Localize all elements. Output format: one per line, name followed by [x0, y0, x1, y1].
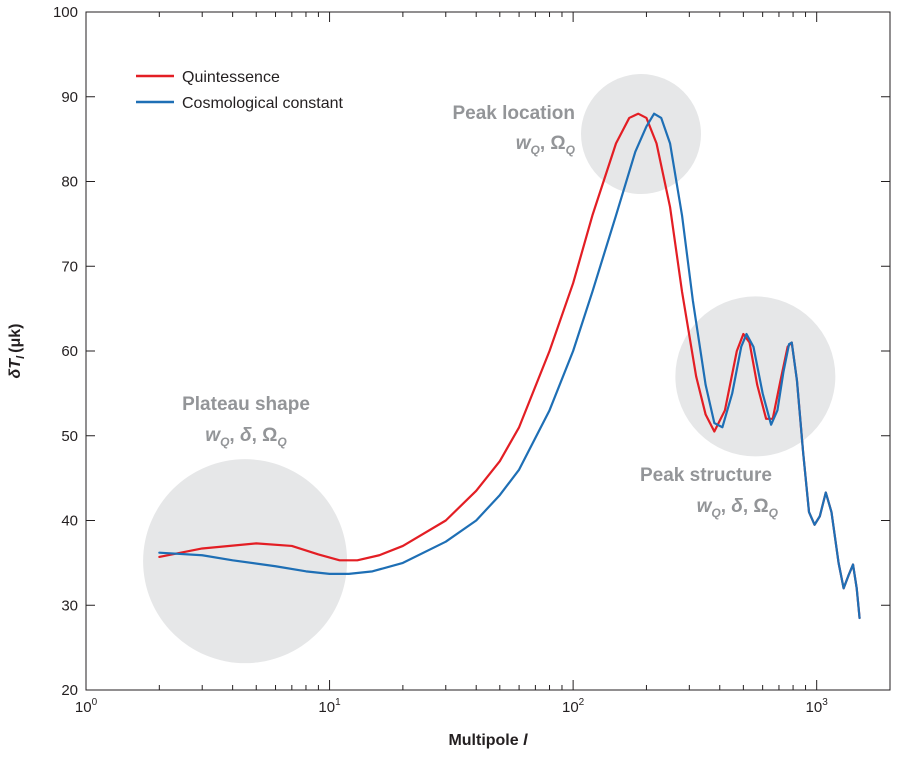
- x-tick-label: 103: [806, 697, 829, 716]
- peak-structure-params: wQ, δ, ΩQ: [697, 496, 779, 520]
- plateau-shape-params: wQ, δ, ΩQ: [205, 425, 287, 449]
- y-tick-label: 90: [61, 89, 78, 106]
- legend: Quintessence Cosmological constant: [136, 69, 344, 112]
- series-line-cosmological-constant: [158, 112, 861, 620]
- y-tick-label: 40: [61, 513, 78, 530]
- peak-structure-title: Peak structure: [640, 465, 772, 486]
- x-tick-label: 101: [318, 697, 341, 716]
- y-tick-label: 60: [61, 343, 78, 360]
- y-axis-title: δTl(μk): [7, 324, 27, 379]
- y-tick-labels: 20 30 40 50 60 70 80 90 100: [53, 4, 78, 699]
- peak-location-highlight-circle: [581, 74, 702, 195]
- peak-location-params: wQ, ΩQ: [516, 133, 576, 157]
- annotation-peak-location: Peak location wQ, ΩQ: [453, 103, 576, 157]
- plateau-shape-title: Plateau shape: [182, 394, 310, 415]
- x-tick-labels: 100 101 102 103: [75, 697, 828, 716]
- y-tick-label: 20: [61, 682, 78, 699]
- y-tick-label: 50: [61, 428, 78, 445]
- annotation-plateau: Plateau shape wQ, δ, ΩQ: [182, 394, 310, 449]
- legend-label-quintessence: Quintessence: [182, 69, 280, 86]
- highlight-regions: [143, 74, 836, 664]
- axis-ticks: [85, 11, 891, 691]
- y-tick-label: 100: [53, 4, 78, 21]
- x-tick-label: 102: [562, 697, 585, 716]
- y-tick-label: 30: [61, 597, 78, 614]
- y-tick-label: 80: [61, 174, 78, 191]
- y-tick-label: 70: [61, 258, 78, 275]
- peak-location-title: Peak location: [453, 103, 576, 124]
- x-axis-title: Multipole l: [448, 732, 528, 749]
- annotation-peak-structure: Peak structure wQ, δ, ΩQ: [640, 465, 779, 520]
- series-layer: [158, 112, 861, 620]
- legend-label-cosmological-constant: Cosmological constant: [182, 95, 344, 112]
- x-tick-label: 100: [75, 697, 98, 716]
